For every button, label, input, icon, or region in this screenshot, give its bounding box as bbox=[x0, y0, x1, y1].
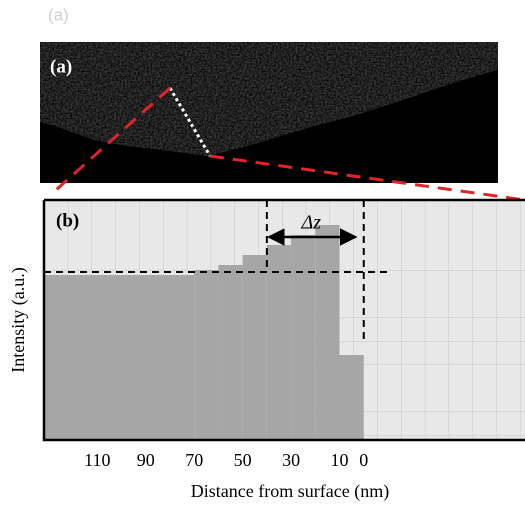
bar bbox=[242, 255, 267, 440]
x-tick-label: 70 bbox=[185, 450, 203, 470]
plot-frame bbox=[42, 198, 525, 442]
x-tick-label: 50 bbox=[234, 450, 252, 470]
bar bbox=[194, 270, 219, 440]
x-tick-label: 90 bbox=[137, 450, 155, 470]
bar bbox=[315, 225, 340, 440]
x-tick-label: 0 bbox=[359, 450, 368, 470]
bar bbox=[218, 265, 243, 440]
bar bbox=[266, 245, 292, 440]
micrograph: (a) bbox=[40, 42, 498, 183]
panel-label: (a) bbox=[50, 56, 72, 77]
bar bbox=[291, 235, 316, 440]
zoom-lines bbox=[54, 86, 525, 202]
x-tick-label: 10 bbox=[331, 450, 349, 470]
bar bbox=[339, 355, 364, 440]
x-tick-label: 110 bbox=[84, 450, 110, 470]
x-tick-label: 30 bbox=[282, 450, 300, 470]
x-axis-label: Distance from surface (nm) bbox=[191, 481, 389, 502]
y-axis-label: Intensity (a.u.) bbox=[8, 267, 29, 372]
delta-label: Δz bbox=[301, 212, 322, 234]
bar bbox=[44, 275, 195, 440]
panel-label: (b) bbox=[56, 210, 79, 231]
caption: (a) bbox=[48, 5, 69, 24]
